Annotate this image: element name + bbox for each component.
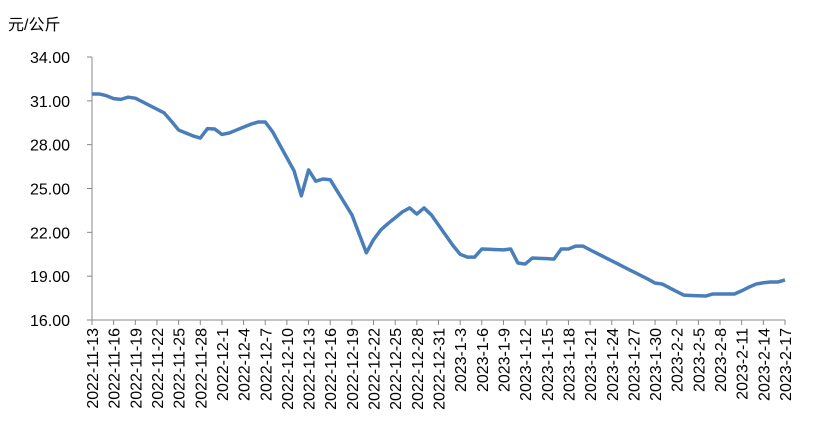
x-tick-label: 2023-1-12 [518, 328, 535, 401]
x-tick-label: 2022-11-25 [172, 328, 189, 409]
x-tick-label: 2023-1-6 [475, 328, 492, 392]
x-tick-label: 2022-12-13 [302, 328, 319, 410]
x-tick-label: 2023-1-3 [453, 328, 470, 392]
x-tick-label: 2022-12-10 [280, 328, 297, 410]
x-tick-label: 2023-1-21 [583, 328, 600, 401]
x-tick-label: 2023-1-30 [648, 328, 665, 401]
y-tick-label: 34.00 [30, 50, 70, 67]
x-tick-label: 2023-2-17 [778, 328, 795, 401]
x-tick-label: 2022-12-22 [367, 328, 384, 410]
x-tick-label: 2023-2-8 [713, 328, 730, 392]
x-tick-label: 2022-12-31 [432, 328, 449, 410]
x-tick-label: 2023-1-27 [626, 328, 643, 401]
y-axis-title: 元/公斤 [8, 16, 60, 34]
x-tick-label: 2023-1-15 [540, 328, 557, 401]
x-tick-label: 2023-2-5 [691, 328, 708, 392]
x-tick-label: 2022-12-19 [345, 328, 362, 410]
y-tick-label: 19.00 [30, 269, 70, 286]
line [92, 92, 786, 298]
x-tick-label: 2022-12-28 [410, 328, 427, 410]
x-tick-label: 2022-11-19 [128, 328, 145, 409]
x-tick-label: 2023-1-24 [605, 328, 622, 401]
x-tick-label: 2022-12-7 [258, 328, 275, 401]
y-tick-label: 28.00 [30, 138, 70, 155]
y-tick-label: 16.00 [30, 313, 70, 330]
x-tick-label: 2023-1-9 [496, 328, 513, 392]
x-tick-label: 2022-12-25 [388, 328, 405, 410]
y-tick-label: 31.00 [30, 94, 70, 111]
x-tick-label: 2022-11-13 [85, 328, 102, 409]
x-tick-label: 2022-11-16 [107, 328, 124, 409]
x-tick-label: 2023-2-2 [670, 328, 687, 392]
x-tick-label: 2023-2-14 [756, 328, 773, 401]
x-tick-label: 2022-11-28 [193, 328, 210, 409]
x-tick-label: 2023-1-18 [561, 328, 578, 401]
x-tick-label: 2022-11-22 [150, 328, 167, 409]
y-tick-label: 22.00 [30, 225, 70, 242]
y-tick-label: 25.00 [30, 182, 70, 199]
x-tick-label: 2022-12-16 [323, 328, 340, 410]
x-tick-label: 2022-12-4 [237, 328, 254, 401]
x-tick-label: 2023-2-11 [735, 328, 752, 400]
x-tick-label: 2022-12-1 [215, 328, 232, 401]
